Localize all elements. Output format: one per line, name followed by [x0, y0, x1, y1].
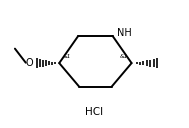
Text: HCl: HCl [85, 107, 104, 117]
Text: &1: &1 [119, 54, 128, 59]
Text: NH: NH [117, 28, 131, 38]
Text: &1: &1 [63, 54, 72, 59]
Text: O: O [26, 58, 33, 68]
